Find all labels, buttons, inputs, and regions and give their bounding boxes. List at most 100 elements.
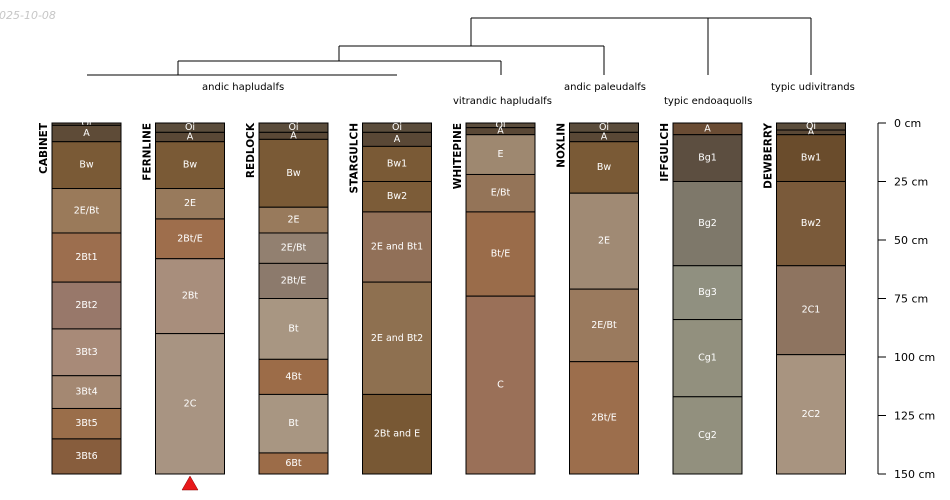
horizon-label: 2Bt/E <box>591 412 617 423</box>
horizon <box>465 134 536 175</box>
horizon <box>362 393 432 475</box>
axis-tick-label: 150 cm <box>894 468 935 481</box>
horizon-label: A <box>808 127 815 138</box>
group-label: andic hapludalfs <box>202 82 284 93</box>
horizon-label: Bw <box>597 162 612 173</box>
horizon-label: Bw <box>183 160 198 171</box>
horizon <box>258 393 329 454</box>
axis-tick-label: 100 cm <box>894 351 935 364</box>
horizon-label: Bt/E <box>491 249 510 260</box>
horizon-label: 4Bt <box>285 371 302 382</box>
date-label: 2025-10-08 <box>0 9 56 22</box>
horizon-label: 2Bt and E <box>374 429 420 440</box>
horizon-label: Bg1 <box>698 153 717 164</box>
soil-profile: A Bg1 Bg2 Bg3 Cg1 Cg2 IFFGULCH <box>659 122 743 475</box>
horizon-label: Bw1 <box>801 153 821 164</box>
group-label: vitrandic hapludalfs <box>453 96 552 107</box>
horizon <box>258 232 329 264</box>
horizon-label: 3Bt3 <box>75 347 97 358</box>
soil-profile: OiA Bw 2E 2Bt/E 2Bt 2C FERNLINE <box>142 122 225 491</box>
horizon-label: 3Bt5 <box>75 418 97 429</box>
horizon-label: Oi <box>495 120 505 131</box>
horizon-label: C <box>497 380 504 391</box>
horizon-label: 2E <box>287 215 299 226</box>
horizon <box>51 232 122 283</box>
horizon-label: Bg3 <box>698 287 717 298</box>
horizon-label: 2Bt/E <box>281 275 307 286</box>
soil-profile: OiA E E/Bt Bt/E C WHITEPINE <box>452 120 536 475</box>
horizon <box>51 375 122 409</box>
dendrogram-branches <box>87 17 812 76</box>
horizon-label: Oi <box>288 122 298 133</box>
horizon <box>465 173 536 213</box>
horizon <box>672 181 743 267</box>
soil-profile: OiA Bw1 Bw2 2C1 2C2 DEWBERRY <box>763 121 846 475</box>
profile-name: STARGULCH <box>349 123 361 193</box>
horizon <box>569 141 639 194</box>
soil-profile: OiA Bw 2E 2E/Bt 2Bt/E Bt 4Bt Bt 6Bt REDLOCK <box>245 122 329 475</box>
horizon-label: A <box>394 134 401 145</box>
horizon-label: Bw2 <box>387 191 407 202</box>
depth-axis: 0 cm 25 cm 50 cm 75 cm 100 cm 125 cm 150 cm <box>877 117 935 481</box>
horizon <box>569 361 639 475</box>
profile-name: CABINET <box>38 122 50 174</box>
horizon-label: E/Bt <box>491 188 511 199</box>
soil-profiles: OiABw2E/Bt2Bt12Bt23Bt33Bt43Bt53Bt6CABINE… <box>38 119 846 491</box>
horizon-label: 2Bt2 <box>75 300 97 311</box>
horizon-label: 2C1 <box>802 305 821 316</box>
horizon-label: 2Bt/E <box>177 233 203 244</box>
horizon-label: A <box>83 128 90 139</box>
axis-tick-label: 125 cm <box>894 410 935 423</box>
horizon <box>776 354 846 475</box>
axis-tick-label: 50 cm <box>894 234 928 247</box>
horizon-label: Bw <box>286 168 301 179</box>
horizon-label: 2E and Bt1 <box>371 242 423 253</box>
horizon-label: Bt <box>288 323 299 334</box>
profile-name: DEWBERRY <box>763 123 775 189</box>
horizon-label: 2C2 <box>802 409 821 420</box>
horizon-label: A <box>187 132 194 143</box>
group-label: typic udivitrands <box>771 82 855 93</box>
horizon-label: 2E/Bt <box>281 243 307 254</box>
horizon <box>155 141 225 190</box>
horizon-label: 6Bt <box>285 458 302 469</box>
horizon <box>258 262 329 299</box>
profile-name: FERNLINE <box>142 123 154 181</box>
profile-name: WHITEPINE <box>452 123 464 189</box>
horizon <box>51 407 122 440</box>
horizon <box>362 181 432 213</box>
horizon <box>51 438 122 475</box>
horizon-label: Oi <box>81 119 91 130</box>
horizon <box>51 328 122 377</box>
horizon-label: Oi <box>392 122 402 133</box>
horizon-label: 3Bt4 <box>75 387 97 398</box>
horizon <box>155 333 225 475</box>
horizon-label: Cg1 <box>698 353 717 364</box>
horizon <box>155 258 225 335</box>
horizon-label: Bw2 <box>801 218 821 229</box>
horizon <box>51 281 122 330</box>
horizon-label: Bw1 <box>387 158 407 169</box>
axis-tick-label: 0 cm <box>894 117 921 130</box>
soil-profile: OiA Bw 2E 2E/Bt 2Bt/E NOXLIN <box>556 122 639 475</box>
horizon <box>258 298 329 360</box>
horizon-label: Oi <box>599 122 609 133</box>
soil-profile: OiA Bw 2E/Bt 2Bt1 2Bt2 3Bt3 3Bt4 3Bt5 3Bt6 CABINE… <box>38 119 122 475</box>
horizon-label: A <box>497 126 504 137</box>
horizon-label: A <box>601 132 608 143</box>
marker-triangle <box>181 475 199 491</box>
horizon-label: A <box>290 130 297 141</box>
horizon-label: 2E/Bt <box>74 205 100 216</box>
horizon <box>672 396 743 475</box>
horizon <box>362 211 432 283</box>
profile-name: REDLOCK <box>245 122 257 178</box>
horizon <box>776 265 846 356</box>
horizon-label: E <box>497 149 503 160</box>
taxonomy-group-labels: andic hapludalfs vitrandic hapludalfs an… <box>202 82 855 107</box>
horizon-label: 2C <box>184 398 197 409</box>
horizon-label: A <box>704 123 711 134</box>
horizon <box>465 211 536 297</box>
horizon-label: 2Bt1 <box>75 252 97 263</box>
horizon <box>569 288 639 363</box>
